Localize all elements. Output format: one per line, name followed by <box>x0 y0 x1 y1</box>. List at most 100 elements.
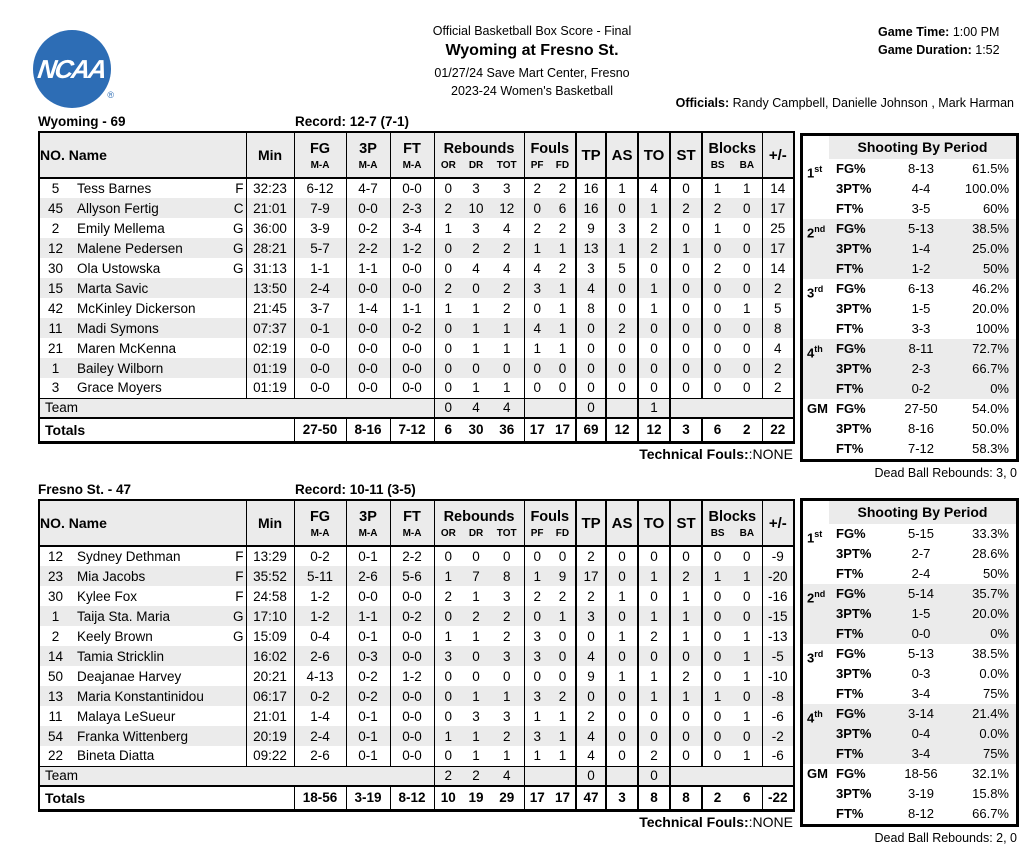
player-name-cell: Taija Sta. Maria G <box>71 606 246 626</box>
player-name: Maren McKenna <box>77 340 177 356</box>
percentage: 0% <box>990 381 1009 396</box>
stat-p3: 0-2 <box>345 686 391 706</box>
stat-pm: 14 <box>761 258 795 278</box>
total-to: 8 <box>637 785 671 810</box>
stat-p3: 0-0 <box>345 358 391 378</box>
stat-undefined: 12 <box>47 240 64 256</box>
total-st: 8 <box>669 785 703 810</box>
stat-or: 2 <box>433 198 463 218</box>
stat-bs: 0 <box>701 746 733 766</box>
made-attempted: 3-5 <box>911 201 931 216</box>
game-time-label: Game Time: <box>878 25 950 39</box>
stat-dr: 0 <box>472 280 480 296</box>
stat-fg: 0-0 <box>293 338 347 358</box>
stat-pf: 0 <box>523 198 551 218</box>
player-row: 30 Ola Ustowska G 31:13 1-1 1-1 0-0 0 4 4 4 2 3 5 0 0 2 0… <box>39 258 795 278</box>
stat-pm: -16 <box>761 586 795 606</box>
player-position <box>232 649 244 664</box>
made-attempted: 2-7 <box>911 546 931 561</box>
player-position: F <box>235 568 244 584</box>
stat-st: 0 <box>669 338 703 358</box>
stat-or: 1 <box>433 726 463 746</box>
stat-undefined: 42 <box>47 300 64 316</box>
stat-to: 1 <box>637 278 671 298</box>
stat-tp: 9 <box>575 666 607 686</box>
stat-tp: 2 <box>575 546 607 566</box>
stat-p3: 4-7 <box>345 178 391 198</box>
stat-label: 3PT% <box>836 241 872 256</box>
player-row: 15 Marta Savic 13:50 2-4 0-0 0-0 2 0 2 3 1 4 0 1 0 0 0 2 <box>39 278 795 298</box>
player-name-cell: Allyson Fertig C <box>71 198 246 218</box>
stat-label: 3PT% <box>836 666 872 681</box>
stat-to: 2 <box>637 218 671 238</box>
stat-fg: 1-1 <box>293 258 347 278</box>
made-attempted: 5-13 <box>907 221 935 236</box>
player-row: 3 Grace Moyers 01:19 0-0 0-0 0-0 0 1 1 0 0 0 0 0 0 0 0 2 <box>39 378 795 398</box>
player-name: Madi Symons <box>77 320 159 336</box>
game-duration-line: Game Duration: 1:52 <box>878 41 1000 59</box>
stat-undefined: 45 <box>47 200 64 216</box>
stat-undefined: 12 <box>47 549 64 564</box>
stat-bs: 0 <box>701 358 733 378</box>
stat-ba: 1 <box>743 568 751 584</box>
shooting-panel: Shooting By Period 1st FG% 5-15 33.3% 3PT% 2-7… <box>800 498 1019 827</box>
technical-fouls-line: Technical Fouls::NONE <box>38 446 793 462</box>
stat-tot: 0 <box>503 360 511 376</box>
total-tp: 47 <box>575 785 607 810</box>
stat-p3: 0-0 <box>345 378 391 398</box>
stat-label: FG% <box>836 401 866 416</box>
stat-ft: 1-2 <box>389 238 435 258</box>
stat-tp: 4 <box>575 726 607 746</box>
stat-as: 0 <box>605 338 639 358</box>
stat-st: 0 <box>669 218 703 238</box>
player-row: 21 Maren McKenna 02:19 0-0 0-0 0-0 0 1 1 1 1 0 0 0 0 0 0… <box>39 338 795 358</box>
period-label: 1st <box>807 529 823 546</box>
stat-fd: 1 <box>558 608 567 624</box>
stat-tp: 0 <box>575 397 607 418</box>
player-name: Ola Ustowska <box>77 260 161 276</box>
stat-pf: 2 <box>523 218 551 238</box>
stat-tp: 0 <box>575 686 607 706</box>
stat-min: 17:10 <box>245 606 295 626</box>
shooting-row: GM FG% 18-56 32.1% <box>803 764 1016 784</box>
stat-label: FT% <box>836 201 864 216</box>
period-label: GM <box>807 401 828 416</box>
stat-st: 0 <box>669 546 703 566</box>
total-st: 3 <box>669 417 703 442</box>
stat-tp: 4 <box>575 746 607 766</box>
stat-to: 0 <box>637 546 671 566</box>
percentage: 100.0% <box>964 181 1009 196</box>
technical-fouls-value: :NONE <box>748 446 793 462</box>
player-row: 11 Malaya LeSueur 21:01 1-4 0-1 0-0 0 3 3 1 1 2 0 0 0 0… <box>39 706 795 726</box>
stat-dr: 2 <box>462 765 491 786</box>
stat-pf: 4 <box>523 258 551 278</box>
team-row: Team 0 4 4 0 1 <box>39 397 795 418</box>
player-row: 30 Kylee Fox F 24:58 1-2 0-0 0-0 2 1 3 2 2 2 1 0 1 0 0 -16 <box>39 586 795 606</box>
stat-tot: 0 <box>503 549 511 564</box>
player-name-cell: Bailey Wilborn <box>71 358 246 378</box>
stat-tot: 3 <box>503 648 511 664</box>
stat-pf: 1 <box>523 706 551 726</box>
league-line: 2023-24 Women's Basketball <box>451 84 613 98</box>
player-row: 12 Sydney Dethman F 13:29 0-2 0-1 2-2 0 0 0 0 0 2 0 0 0… <box>39 546 795 566</box>
player-position: G <box>233 260 244 276</box>
stat-tp: 3 <box>575 258 607 278</box>
shooting-row: FT% 0-2 0% <box>803 379 1016 399</box>
total-or: 6 <box>433 417 463 442</box>
shooting-row: 2nd FG% 5-14 35.7% <box>803 584 1016 605</box>
percentage: 32.1% <box>972 766 1009 781</box>
shooting-row: 3PT% 4-4 100.0% <box>803 179 1016 199</box>
stat-ft: 5-6 <box>389 566 435 586</box>
percentage: 38.5% <box>972 646 1009 661</box>
officials-label: Officials: <box>675 96 730 110</box>
shooting-row: 3PT% 1-5 20.0% <box>803 604 1016 624</box>
stat-pm: 4 <box>761 338 795 358</box>
stat-ft: 0-0 <box>389 726 435 746</box>
stat-pf: 3 <box>523 626 551 646</box>
percentage: 21.4% <box>972 706 1009 721</box>
stat-ba: 0 <box>743 688 751 704</box>
percentage: 0.0% <box>979 726 1009 741</box>
made-attempted: 2-4 <box>911 566 931 581</box>
total-tp: 69 <box>575 417 607 442</box>
stat-pm: -2 <box>761 726 795 746</box>
